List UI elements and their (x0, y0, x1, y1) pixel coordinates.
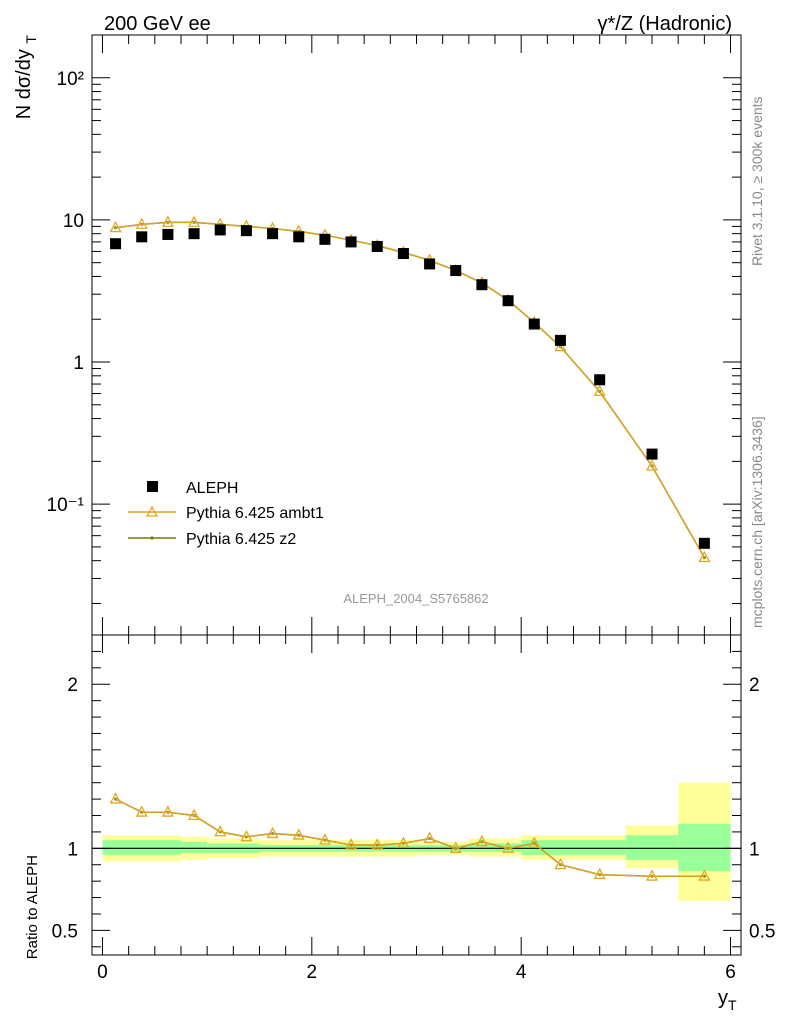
point-aleph (293, 231, 305, 243)
x-tick-label: 6 (725, 962, 736, 983)
ratio-point-ambt1 (214, 825, 227, 837)
main-y-axis-label: N dσ/dy T (13, 35, 39, 120)
legend-marker-aleph (147, 481, 158, 492)
ratio-point-ambt1 (188, 808, 201, 821)
ratio-point-ambt1 (240, 829, 253, 842)
main-y-axis-label-text: N dσ/dy (13, 49, 35, 119)
x-tick-label: 0 (97, 962, 108, 983)
main-y-axis-label-subscript: T (23, 35, 39, 44)
ratio-series (109, 792, 711, 881)
ratio-band-inner (625, 835, 679, 860)
ratio-point-ambt1 (397, 836, 410, 848)
x-axis-label: yT (718, 987, 737, 1013)
legend-label-z2: Pythia 6.425 z2 (186, 531, 296, 548)
point-ambt1 (554, 339, 567, 352)
point-ambt1 (188, 215, 201, 227)
ratio-y-axis-label: Ratio to ALEPH (24, 855, 41, 959)
point-aleph (594, 374, 606, 386)
point-ambt1 (161, 215, 174, 227)
ratio-point-ambt1 (502, 841, 515, 853)
ratio-point-ambt1 (449, 841, 462, 853)
ratio-band-inner (102, 840, 181, 855)
point-aleph (397, 248, 409, 260)
main-series (109, 215, 711, 563)
rivet-label: Rivet 3.1.10, ≥ 300k events (749, 96, 765, 266)
ratio-y-tick-label-left: 2 (67, 675, 78, 696)
x-tick-label: 2 (307, 962, 318, 983)
ratio-y-tick-label-left: 1 (67, 839, 78, 860)
point-aleph (319, 233, 331, 245)
main-axes: 10⁻¹ 1 10 10² (47, 34, 741, 635)
analysis-id: ALEPH_2004_S5765862 (343, 591, 488, 606)
ratio-point-ambt1 (161, 805, 174, 817)
point-aleph (502, 295, 514, 307)
ratio-point-ambt1 (475, 834, 488, 847)
ratio-point-ambt1 (345, 838, 358, 850)
point-aleph (424, 258, 436, 270)
ratio-point-ambt1 (423, 831, 436, 843)
legend-label-ambt1: Pythia 6.425 ambt1 (186, 505, 324, 522)
ratio-point-ambt1 (593, 867, 606, 880)
ratio-y-tick-label-right: 0.5 (749, 921, 775, 942)
energy-label: 200 GeV ee (104, 13, 211, 35)
point-aleph (188, 228, 200, 240)
point-aleph (698, 537, 710, 549)
point-aleph (214, 224, 226, 236)
point-aleph (267, 228, 279, 240)
point-aleph (240, 225, 252, 237)
point-ambt1 (109, 220, 122, 233)
mcplots-label: mcplots.cern.ch [arXiv:1306.3436] (749, 416, 765, 628)
ratio-point-ambt1 (266, 826, 279, 839)
process-label: γ*/Z (Hadronic) (598, 13, 732, 35)
ratio-band-inner (521, 840, 626, 855)
point-aleph (476, 279, 488, 291)
x-tick-label: 4 (516, 962, 527, 983)
legend-marker-ambt1 (145, 505, 159, 517)
point-aleph (371, 240, 383, 252)
point-aleph (110, 238, 122, 250)
ratio-y-tick-label-right: 1 (749, 839, 760, 860)
ratio-band-inner (180, 841, 208, 854)
ratio-point-ambt1 (698, 869, 711, 881)
ratio-point-ambt1 (528, 836, 541, 848)
ratio-point-ambt1 (109, 792, 122, 804)
point-ambt1 (645, 459, 659, 471)
point-aleph (528, 318, 540, 330)
ratio-band-inner (468, 843, 522, 852)
ratio-band-inner (678, 823, 731, 872)
ratio-point-ambt1 (554, 857, 567, 870)
main-y-tick-label: 10⁻¹ (47, 495, 85, 516)
legend: ALEPH Pythia 6.425 ambt1 Pythia 6.425 z2 (128, 480, 324, 548)
ratio-bands (92, 782, 741, 901)
ratio-point-ambt1 (135, 805, 148, 817)
main-y-tick-label: 10 (63, 211, 84, 232)
ratio-plot-frame (91, 634, 742, 956)
point-aleph (136, 231, 148, 243)
ratio-point-ambt1 (645, 869, 659, 881)
point-aleph (554, 334, 566, 346)
main-y-tick-label: 1 (73, 353, 84, 374)
point-aleph (162, 228, 174, 240)
point-aleph (646, 448, 658, 460)
ratio-point-ambt1 (371, 838, 384, 850)
ratio-line-ambt1 (115, 798, 705, 877)
point-ambt1 (593, 384, 606, 397)
ratio-y-tick-label-right: 2 (749, 675, 760, 696)
point-ambt1 (698, 550, 711, 563)
ratio-axes: 0.5 0.5 1 1 2 2 0 2 4 6 (52, 634, 775, 983)
ratio-point-ambt1 (318, 833, 331, 845)
ratio-point-ambt1 (292, 828, 305, 840)
point-aleph (450, 265, 462, 277)
point-aleph (345, 236, 357, 248)
ratio-y-tick-label-left: 0.5 (52, 921, 78, 942)
main-y-tick-label: 10² (57, 69, 84, 90)
legend-label-aleph: ALEPH (186, 480, 238, 497)
legend-marker-z2 (150, 536, 154, 540)
point-ambt1 (135, 217, 148, 229)
